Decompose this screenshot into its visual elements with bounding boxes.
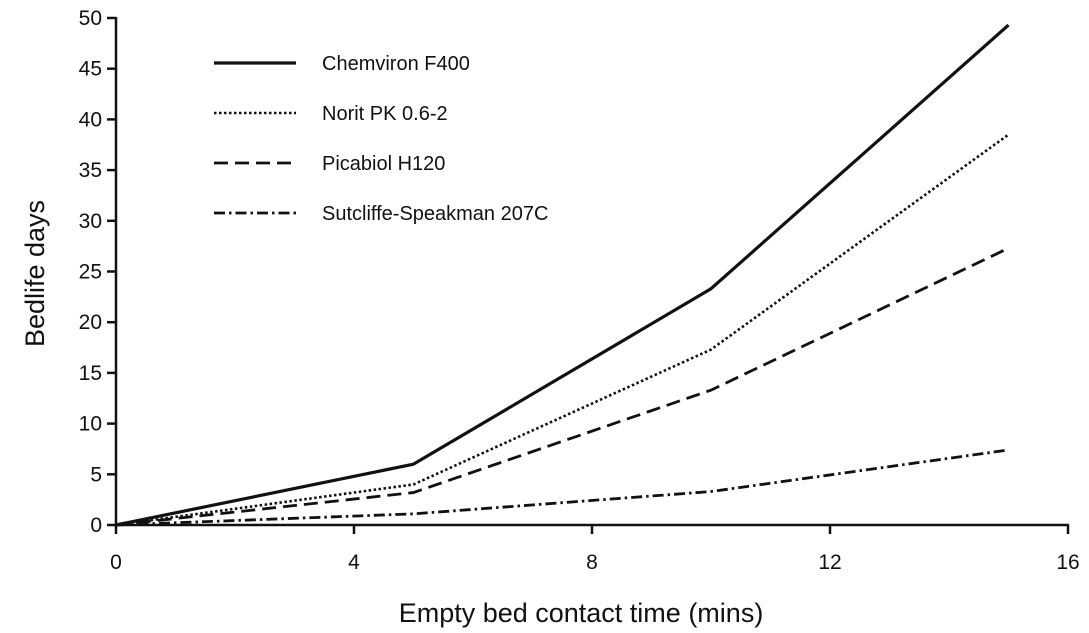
x-tick-label: 12: [818, 551, 841, 574]
y-tick-label: 25: [79, 261, 102, 284]
y-tick-label: 0: [90, 514, 102, 537]
legend-label-4: Sutcliffe-Speakman 207C: [322, 203, 548, 225]
y-tick-label: 10: [79, 413, 102, 436]
axes: [114, 17, 1069, 527]
y-tick-label: 20: [79, 311, 102, 334]
series-line-4: [115, 448, 1009, 527]
legend-label-3: Picabiol H120: [322, 153, 445, 175]
legend-label-2: Norit PK 0.6-2: [322, 103, 448, 125]
y-axis-title: Bedlife days: [20, 200, 50, 347]
y-tick-label: 50: [79, 7, 102, 30]
legend-label-1: Chemviron F400: [322, 53, 470, 75]
x-tick-label: 8: [586, 551, 598, 574]
legend: Chemviron F400 Norit PK 0.6-2 Picabiol H12…: [214, 53, 548, 225]
x-tick-label: 0: [110, 551, 122, 574]
series-line-3: [115, 246, 1010, 527]
series-group: [115, 23, 1010, 527]
y-tick-label: 30: [79, 210, 102, 233]
y-tick-label: 15: [79, 362, 102, 385]
x-tick-label: 4: [348, 551, 360, 574]
y-tick-label: 5: [90, 463, 102, 486]
y-tick-label: 35: [79, 159, 102, 182]
x-tick-label: 16: [1056, 551, 1079, 574]
x-ticks: 0 4 8 12 16: [110, 525, 1080, 574]
series-line-1: [115, 23, 1010, 527]
x-axis-title: Empty bed contact time (mins): [399, 598, 764, 628]
y-tick-label: 40: [79, 108, 102, 131]
y-ticks: 0 5 10 15 20 25 30 35 40 45 50: [79, 7, 116, 537]
series-line-2: [115, 133, 1010, 527]
y-tick-label: 45: [79, 58, 102, 81]
